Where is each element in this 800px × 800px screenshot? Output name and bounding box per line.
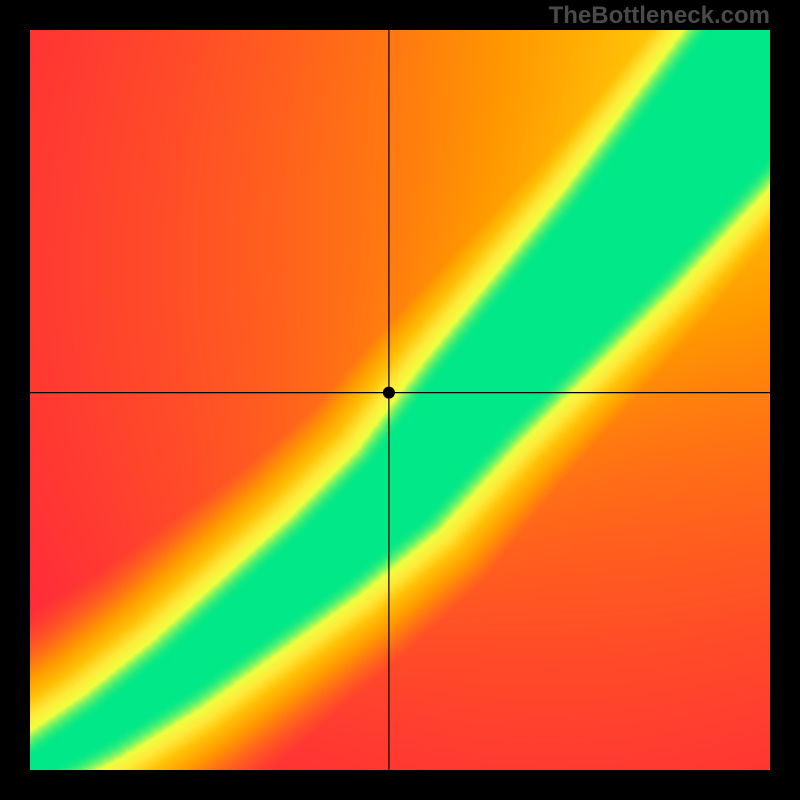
watermark-text: TheBottleneck.com	[549, 2, 770, 30]
selection-marker[interactable]	[383, 387, 395, 399]
crosshair-overlay	[0, 0, 800, 800]
chart-container: TheBottleneck.com	[0, 0, 800, 800]
